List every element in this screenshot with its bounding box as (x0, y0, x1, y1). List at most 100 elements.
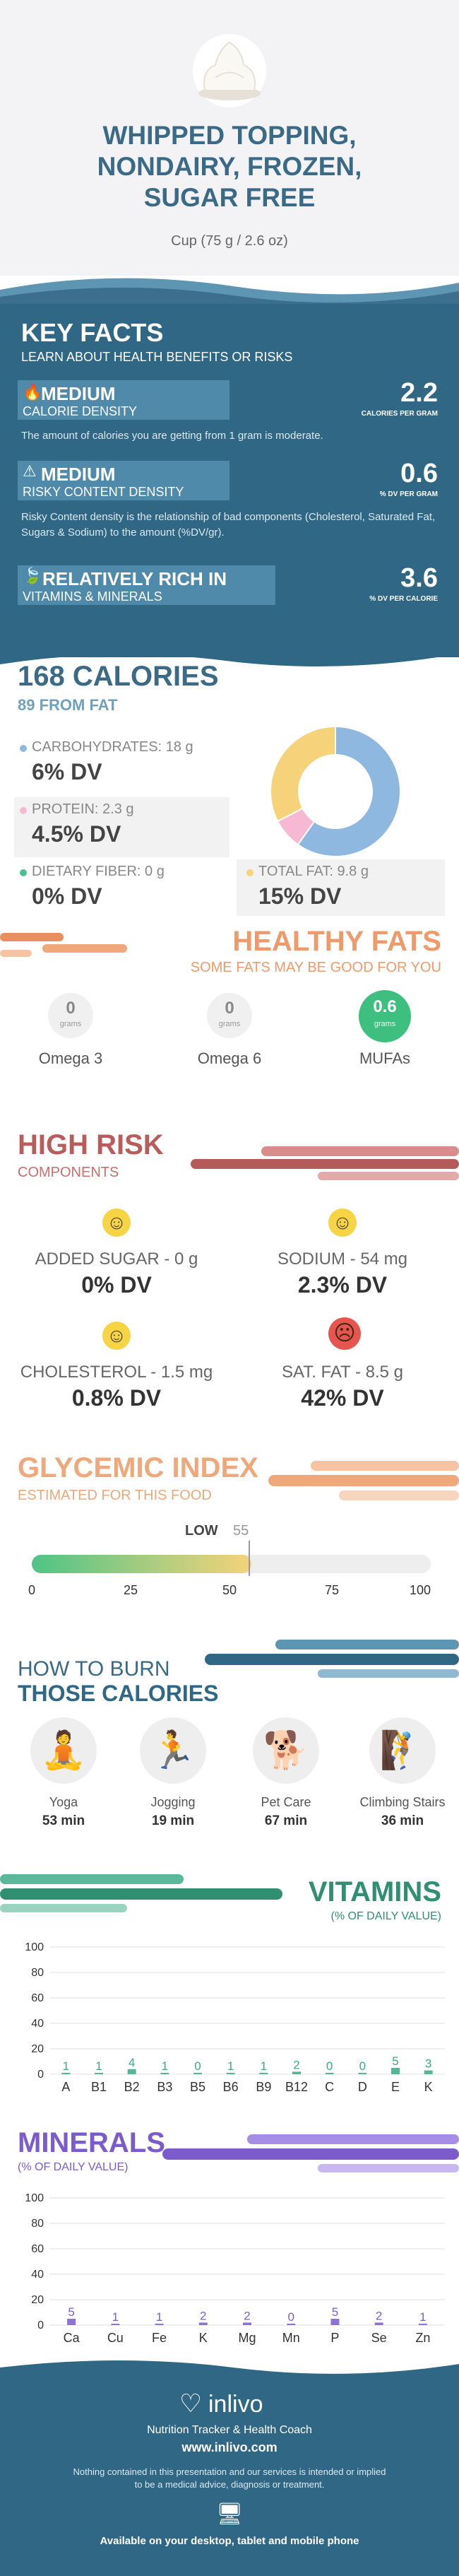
risky-density-level: MEDIUM (41, 464, 116, 485)
fiber-block: DIETARY FIBER: 0 g 0% DV (14, 859, 226, 916)
carbs-label: CARBOHYDRATES: 18 g (32, 739, 193, 755)
calorie-density-desc: The amount of calories you are getting f… (21, 430, 323, 442)
happy-face-icon: ☺ (102, 1322, 131, 1350)
added-sugar-dv: 0% DV (81, 1272, 152, 1298)
vitamin-label-a: A (61, 2080, 70, 2094)
food-title: WHIPPED TOPPING, NONDAIRY, FROZEN, SUGAR… (97, 121, 362, 212)
vitamin-label-b9: B9 (256, 2080, 271, 2094)
vitamin-value-b12: 2 (293, 2058, 299, 2071)
vitamins-density-badge (18, 565, 275, 605)
burn-yoga: 🧘 Yoga 53 min (14, 1717, 113, 1830)
mineral-value-zn: 1 (419, 2310, 426, 2324)
yoga-time: 53 min (42, 1813, 85, 1828)
mufas-name: MUFAs (359, 1049, 411, 1067)
sodium-item: ☺ SODIUM - 54 mg 2.3% DV (240, 1208, 445, 1307)
brand-tagline: Nutrition Tracker & Health Coach (147, 2424, 312, 2436)
risky-density-unit: % DV PER GRAM (379, 490, 438, 498)
vitamin-value-d: 0 (359, 2059, 366, 2073)
protein-block: PROTEIN: 2.3 g 4.5% DV (14, 797, 230, 857)
mineral-bar-cu (111, 2324, 120, 2325)
glycemic-tick-0: 0 (28, 1583, 36, 1597)
key-facts-subtitle: LEARN ABOUT HEALTH BENEFITS OR RISKS (21, 350, 293, 364)
glycemic-tick-50: 50 (222, 1583, 237, 1597)
omega3-value: 0 (66, 999, 76, 1018)
vitamin-label-b2: B2 (124, 2080, 140, 2094)
burn-pet-care: 🐕 Pet Care 67 min (237, 1717, 335, 1830)
vitamins-title: VITAMINS (308, 1876, 441, 1907)
mineral-label-ca: Ca (64, 2331, 81, 2345)
mineral-label-mg: Mg (238, 2331, 256, 2345)
y-tick-label: 40 (31, 2269, 44, 2281)
mineral-bar-fe (155, 2324, 164, 2325)
jogging-label: Jogging (150, 1795, 196, 1809)
footer: ♡ inlivo Nutrition Tracker & Health Coac… (0, 2385, 459, 2576)
omega3-name: Omega 3 (38, 1049, 103, 1067)
vitamin-bar-d (358, 2073, 367, 2074)
mineral-bar-zn (418, 2324, 427, 2325)
vitamin-label-d: D (358, 2080, 367, 2094)
fat-dot (246, 869, 254, 876)
calories-title: 168 CALORIES (18, 661, 219, 692)
heart-logo-icon: ♡ (179, 2389, 203, 2418)
mufas-item: 0.6 grams MUFAs (335, 990, 434, 1078)
burn-jogging: 🏃 Jogging 19 min (124, 1717, 222, 1830)
sodium-label: SODIUM - 54 mg (277, 1249, 408, 1269)
vitamins-stripes (0, 1874, 282, 1912)
vitamin-value-e: 5 (392, 2054, 398, 2068)
mineral-value-mg: 2 (244, 2309, 250, 2322)
high-risk-stripes (191, 1146, 459, 1180)
glycemic-marker (249, 1541, 250, 1576)
y-tick-label: 100 (25, 2192, 44, 2204)
risky-density-desc: Risky Content density is the relationshi… (21, 511, 436, 539)
y-tick-label: 60 (31, 1992, 44, 2004)
vitamin-bar-b6 (226, 2073, 235, 2074)
yoga-label: Yoga (49, 1795, 78, 1809)
calorie-density-value: 2.2 (400, 378, 438, 408)
vitamins-bar-chart: 100 80 60 40 20 0 1 A 1 B1 4 B2 1 B3 0 B5 1 B6 1 B9 2 B12 0 C 0 D… (25, 1941, 445, 2094)
vitamin-value-b6: 1 (227, 2059, 234, 2073)
healthy-fats-title: HEALTHY FATS (232, 926, 441, 957)
mineral-bar-mg (243, 2322, 251, 2325)
disclaimer-line-2: to be a medical advice, diagnosis or tre… (134, 2479, 325, 2490)
vitamin-value-c: 0 (326, 2059, 333, 2073)
glycemic-tick-75: 75 (325, 1583, 340, 1597)
mineral-label-se: Se (371, 2331, 387, 2345)
healthy-fats-subtitle: SOME FATS MAY BE GOOD FOR YOU (190, 960, 441, 975)
y-tick-label: 0 (37, 2069, 44, 2081)
vitamin-bar-a (61, 2073, 71, 2074)
vitamins-density-unit: % DV PER CALORIE (369, 595, 438, 603)
vitamin-value-b3: 1 (162, 2059, 168, 2073)
glycemic-tick-100: 100 (410, 1583, 431, 1597)
calorie-density-badge (18, 380, 230, 420)
mufas-circle (359, 990, 411, 1042)
calories-donut-chart (270, 725, 401, 857)
vitamin-bar-b2 (127, 2069, 136, 2074)
vitamin-bar-k (424, 2070, 433, 2074)
mineral-bar-ca (67, 2319, 76, 2325)
glycemic-level: LOW (185, 1523, 218, 1539)
whipped-topping-image (193, 34, 266, 107)
omega6-name: Omega 6 (197, 1049, 262, 1067)
cholesterol-item: ☺ CHOLESTEROL - 1.5 mg 0.8% DV (14, 1322, 219, 1421)
carbs-dv: 6% DV (32, 759, 102, 784)
availability-text: Available on your desktop, tablet and mo… (100, 2535, 359, 2547)
protein-dot (20, 807, 27, 814)
y-tick-label: 40 (31, 2018, 44, 2030)
calorie-density-unit: CALORIES PER GRAM (361, 410, 438, 418)
climbing-stairs-label: Climbing Stairs (359, 1795, 446, 1809)
vitamin-bar-b5 (193, 2073, 202, 2074)
sat-fat-dv: 42% DV (301, 1385, 384, 1411)
vitamin-label-c: C (325, 2080, 334, 2094)
vitamin-bar-e (391, 2068, 400, 2074)
carbs-dot (20, 745, 27, 752)
leaf-icon: 🍃 (23, 567, 42, 584)
vitamin-value-a: 1 (63, 2059, 69, 2073)
vitamin-bar-b1 (95, 2073, 103, 2074)
vitamin-value-k: 3 (425, 2057, 431, 2071)
mineral-label-k: K (199, 2331, 208, 2345)
burn-climbing-stairs: 🧗 Climbing Stairs 36 min (350, 1717, 455, 1830)
brand-url[interactable]: www.inlivo.com (181, 2440, 278, 2454)
mineral-label-fe: Fe (152, 2331, 167, 2345)
vitamin-label-b1: B1 (91, 2080, 107, 2094)
protein-dv: 4.5% DV (32, 821, 121, 847)
